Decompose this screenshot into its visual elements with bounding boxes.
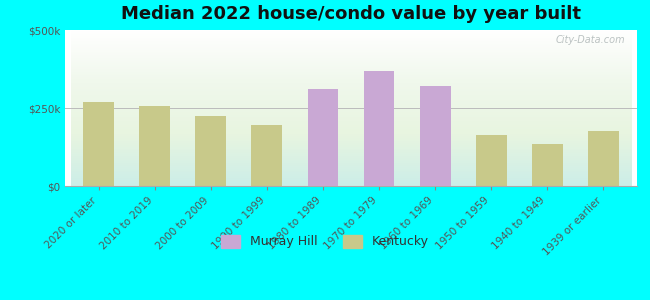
Bar (252, 125, 282, 186)
Bar (363, 70, 395, 186)
Text: City-Data.com: City-Data.com (556, 35, 625, 45)
Bar (588, 131, 619, 186)
Bar (420, 133, 450, 186)
Title: Median 2022 house/condo value by year built: Median 2022 house/condo value by year bu… (121, 5, 581, 23)
Bar (83, 102, 114, 186)
Bar (532, 144, 563, 186)
Bar (363, 131, 395, 186)
Bar (307, 131, 339, 186)
Bar (307, 89, 339, 186)
Legend: Murray Hill, Kentucky: Murray Hill, Kentucky (216, 230, 434, 254)
Bar (476, 134, 506, 186)
Bar (139, 106, 170, 186)
Bar (420, 86, 450, 186)
Bar (196, 116, 226, 186)
